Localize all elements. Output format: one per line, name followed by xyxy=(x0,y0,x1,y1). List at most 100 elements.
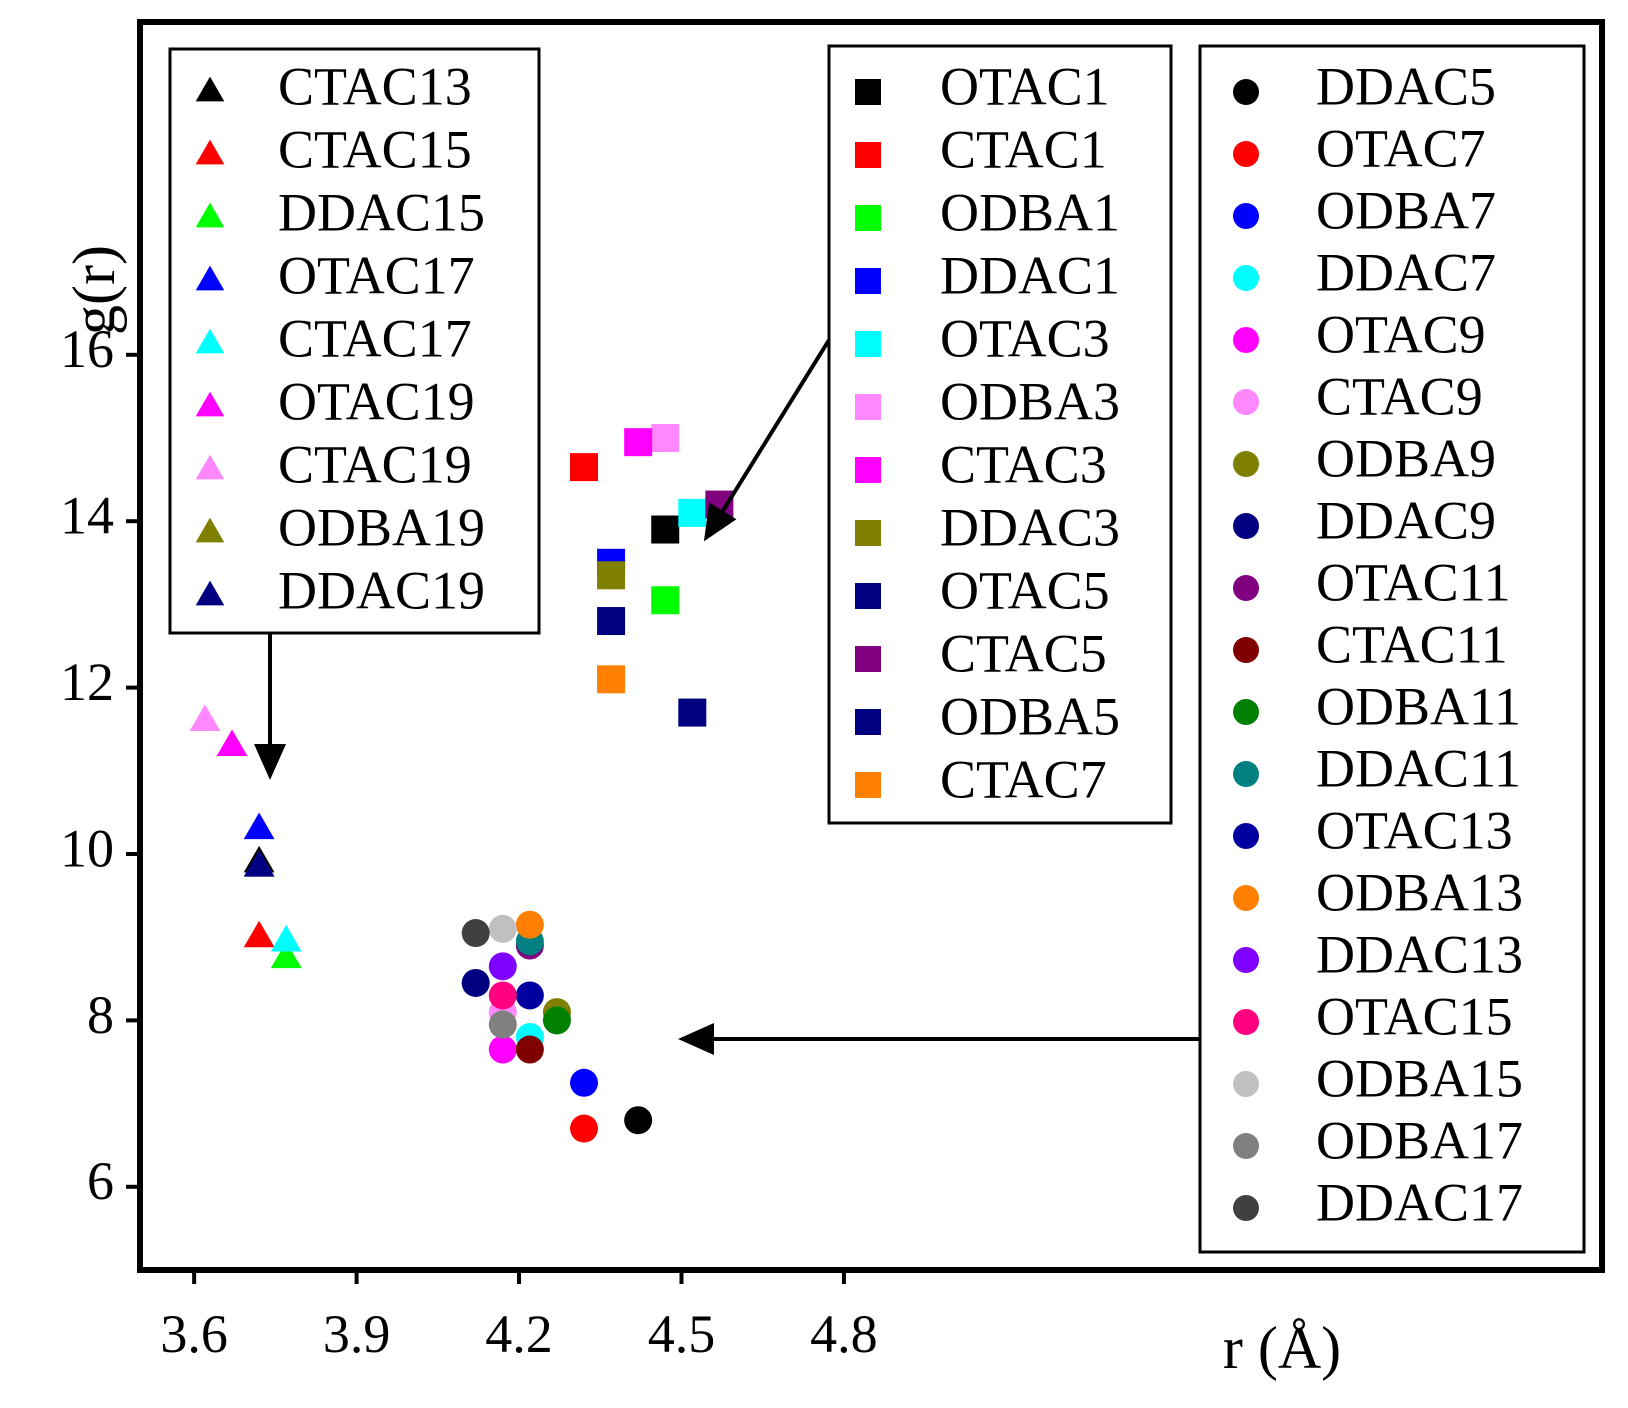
legend-marker-ddac9 xyxy=(1233,513,1259,539)
y-axis: 6 8 10 12 14 16 xyxy=(60,319,140,1211)
legend-label-otac19: OTAC19 xyxy=(278,371,475,431)
legend-label-ddac13: DDAC13 xyxy=(1316,924,1523,984)
point-odba11 xyxy=(542,1006,571,1035)
legend-label-otac15: OTAC15 xyxy=(1316,986,1513,1046)
arrow-squares xyxy=(703,338,831,542)
legend-marker-otac13 xyxy=(1233,823,1259,849)
legend-marker-ddac15 xyxy=(195,202,225,228)
point-ctac17 xyxy=(270,924,302,952)
legend-marker-ctac15 xyxy=(195,139,225,165)
x-tick-label: 4.5 xyxy=(648,1304,716,1364)
legend-label-otac9: OTAC9 xyxy=(1316,304,1486,364)
legend-label-ctac7: CTAC7 xyxy=(940,749,1107,809)
x-tick-label: 4.2 xyxy=(485,1304,553,1364)
point-odba17 xyxy=(488,1010,517,1039)
y-tick-label: 8 xyxy=(87,985,114,1045)
legend-label-odba17: ODBA17 xyxy=(1316,1110,1523,1170)
point-otac19 xyxy=(216,729,248,756)
legend-marker-ddac7 xyxy=(1233,265,1259,291)
legend-marker-otac15 xyxy=(1233,1009,1259,1035)
legend-marker-odba7 xyxy=(1233,203,1259,229)
legend-label-odba7: ODBA7 xyxy=(1316,180,1496,240)
legend-label-ddac11: DDAC11 xyxy=(1316,738,1521,798)
legend-marker-otac19 xyxy=(195,391,225,417)
legend-marker-ddac1 xyxy=(855,268,881,294)
legend-box-triangles xyxy=(168,47,541,635)
point-otac17 xyxy=(243,812,275,840)
legend-label-odba1: ODBA1 xyxy=(940,182,1120,242)
x-tick-label: 4.8 xyxy=(810,1304,878,1364)
legend-label-ddac1: DDAC1 xyxy=(940,245,1120,305)
legend-label-otac13: OTAC13 xyxy=(1316,800,1513,860)
point-ddac5 xyxy=(624,1106,653,1135)
point-ddac13 xyxy=(488,952,517,981)
legend-marker-otac1 xyxy=(855,79,881,105)
legend-marker-ctac19 xyxy=(195,454,225,480)
point-ctac3 xyxy=(624,428,653,457)
legend-label-odba19: ODBA19 xyxy=(278,497,485,557)
legend-box-circles xyxy=(1198,44,1586,1254)
point-ddac15 xyxy=(270,941,302,969)
legend-marker-ddac11 xyxy=(1233,761,1259,787)
legend-label-ctac13: CTAC13 xyxy=(278,56,472,116)
legend-label-otac3: OTAC3 xyxy=(940,308,1110,368)
legend-label-odba11: ODBA11 xyxy=(1316,676,1521,736)
legend-marker-otac11 xyxy=(1233,575,1259,601)
legend-label-ctac3: CTAC3 xyxy=(940,434,1107,494)
legend-label-odba3: ODBA3 xyxy=(940,371,1120,431)
legend-label-ddac9: DDAC9 xyxy=(1316,490,1496,550)
y-axis-label: g(r) xyxy=(61,245,127,335)
legend-squares: OTAC1CTAC1ODBA1DDAC1OTAC3ODBA3CTAC3DDAC3… xyxy=(855,56,1120,809)
point-ctac1 xyxy=(570,453,599,482)
point-odba15 xyxy=(488,914,517,943)
legend-marker-ctac1 xyxy=(855,142,881,168)
legend-marker-ctac13 xyxy=(195,76,225,102)
point-odba1 xyxy=(651,586,680,615)
x-tick-label: 3.6 xyxy=(160,1304,228,1364)
point-ddac17 xyxy=(461,919,490,948)
legend-marker-odba11 xyxy=(1233,699,1259,725)
point-ctac15 xyxy=(243,920,275,948)
legend-marker-otac9 xyxy=(1233,327,1259,353)
legend-marker-otac5 xyxy=(855,583,881,609)
legend-label-odba9: ODBA9 xyxy=(1316,428,1496,488)
data-points xyxy=(189,424,734,1143)
legend-label-otac11: OTAC11 xyxy=(1316,552,1511,612)
legend-marker-odba3 xyxy=(855,394,881,420)
point-ddac3 xyxy=(597,561,626,590)
point-ddac9 xyxy=(461,968,490,997)
point-otac9 xyxy=(488,1035,517,1064)
point-otac15 xyxy=(488,981,517,1010)
point-otac13 xyxy=(515,981,544,1010)
legend-label-ddac5: DDAC5 xyxy=(1316,56,1496,116)
point-ctac11 xyxy=(515,1035,544,1064)
legend-marker-ddac3 xyxy=(855,520,881,546)
legend-marker-ctac5 xyxy=(855,646,881,672)
legend-marker-odba9 xyxy=(1233,451,1259,477)
legend-label-ctac19: CTAC19 xyxy=(278,434,472,494)
legend-marker-ddac17 xyxy=(1233,1195,1259,1221)
legend-marker-ctac3 xyxy=(855,457,881,483)
legend-label-ctac11: CTAC11 xyxy=(1316,614,1508,674)
legend-label-ddac15: DDAC15 xyxy=(278,182,485,242)
legend-label-ddac3: DDAC3 xyxy=(940,497,1120,557)
legend-marker-odba5 xyxy=(855,709,881,735)
legend-marker-odba1 xyxy=(855,205,881,231)
legend-marker-otac3 xyxy=(855,331,881,357)
point-ctac19 xyxy=(189,704,221,731)
legend-label-odba13: ODBA13 xyxy=(1316,862,1523,922)
legend-triangles: CTAC13CTAC15DDAC15OTAC17CTAC17OTAC19CTAC… xyxy=(195,56,485,620)
y-tick-label: 10 xyxy=(60,818,114,878)
y-tick-label: 14 xyxy=(60,486,114,546)
legend-label-ddac19: DDAC19 xyxy=(278,560,485,620)
legend-marker-ctac17 xyxy=(195,328,225,354)
legend-marker-ctac7 xyxy=(855,772,881,798)
point-otac7 xyxy=(570,1114,599,1143)
legend-marker-odba15 xyxy=(1233,1071,1259,1097)
point-odba5 xyxy=(678,698,707,727)
legend-label-ctac1: CTAC1 xyxy=(940,119,1107,179)
legend-marker-odba13 xyxy=(1233,885,1259,911)
point-ddac19 xyxy=(243,849,275,877)
legend-label-odba5: ODBA5 xyxy=(940,686,1120,746)
